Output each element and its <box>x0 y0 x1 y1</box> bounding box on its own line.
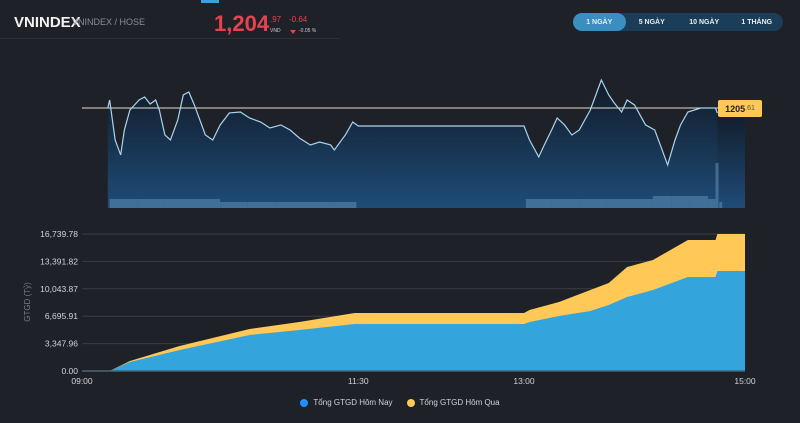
volume-bar <box>719 202 723 208</box>
exchange-label: VNINDEX / HOSE <box>72 17 146 27</box>
volume-bar <box>275 202 303 208</box>
active-indicator <box>201 0 219 3</box>
y-tick-label: 13,391.82 <box>40 256 78 266</box>
volume-bar <box>579 199 607 208</box>
symbol-title: VNINDEX <box>14 14 81 31</box>
volume-bar <box>708 199 716 208</box>
legend: Tổng GTGD Hôm Nay Tổng GTGD Hôm Qua <box>0 398 800 407</box>
price-unit: VND <box>270 28 281 34</box>
tab-10-days[interactable]: 10 NGÀY <box>689 18 720 26</box>
x-tick-label: 15:00 <box>734 376 756 386</box>
volume-bar <box>247 202 276 208</box>
price-change: -0.64 <box>289 15 308 24</box>
y-tick-label: 10,043.87 <box>40 284 78 294</box>
legend-yesterday-label: Tổng GTGD Hôm Qua <box>419 398 500 407</box>
legend-today[interactable]: Tổng GTGD Hôm Nay <box>300 398 393 407</box>
volume-bar <box>525 199 552 208</box>
x-tick-label: 09:00 <box>71 376 93 386</box>
y-tick-label: 16,739.78 <box>40 229 78 239</box>
x-tick-label: 11:30 <box>348 376 369 386</box>
volume-bar <box>109 199 138 208</box>
price-change-pct: -0.05 % <box>299 28 317 34</box>
x-tick-label: 13:00 <box>513 376 535 386</box>
header: VNINDEX VNINDEX / HOSE 1,204 .97 VND -0.… <box>0 0 800 40</box>
volume-bar <box>652 196 672 208</box>
volume-bar <box>330 202 357 208</box>
price-area-tail <box>717 108 745 208</box>
price-decimal: .97 <box>270 15 282 24</box>
down-arrow-icon <box>290 30 296 34</box>
trading-value-chart: 0.00 3,347.96 6,695.91 10,043.87 13,391.82 16… <box>23 229 756 386</box>
volume-bar <box>715 163 719 208</box>
y-tick-label: 0.00 <box>61 366 78 376</box>
volume-bar <box>137 199 165 208</box>
legend-today-label: Tổng GTGD Hôm Nay <box>313 398 393 407</box>
volume-bar <box>220 202 248 208</box>
index-line-chart <box>82 78 755 208</box>
index-line <box>107 78 718 167</box>
price: 1,204 <box>214 11 270 36</box>
y-tick-label: 3,347.96 <box>45 339 78 349</box>
reference-dec: .61 <box>745 105 755 112</box>
y-axis-label: GTGD (Tỷ) <box>23 282 32 322</box>
tab-1-month[interactable]: 1 THÁNG <box>741 18 773 26</box>
price-area <box>107 80 746 208</box>
volume-bar <box>606 199 635 208</box>
reference-int: 1205 <box>725 103 746 114</box>
y-tick-label: 6,695.91 <box>45 311 78 321</box>
divider <box>0 38 340 39</box>
reference-value-label: 1205.61 <box>718 100 762 117</box>
volume-bar <box>192 199 221 208</box>
today-dot-icon <box>300 398 309 407</box>
volume-bar <box>164 199 193 208</box>
legend-yesterday[interactable]: Tổng GTGD Hôm Qua <box>406 398 500 407</box>
volume-bar <box>671 196 690 208</box>
volume-bar <box>689 196 709 208</box>
yesterday-dot-icon <box>406 398 415 407</box>
tab-1-day[interactable]: 1 NGÀY <box>573 13 626 31</box>
today-area <box>109 270 745 371</box>
volume-bar <box>634 199 653 208</box>
volume-bar <box>551 199 580 208</box>
tab-5-days[interactable]: 5 NGÀY <box>638 18 665 26</box>
volume-bar <box>303 202 331 208</box>
range-tabs: 1 NGÀY 5 NGÀY 10 NGÀY 1 THÁNG <box>573 13 783 31</box>
